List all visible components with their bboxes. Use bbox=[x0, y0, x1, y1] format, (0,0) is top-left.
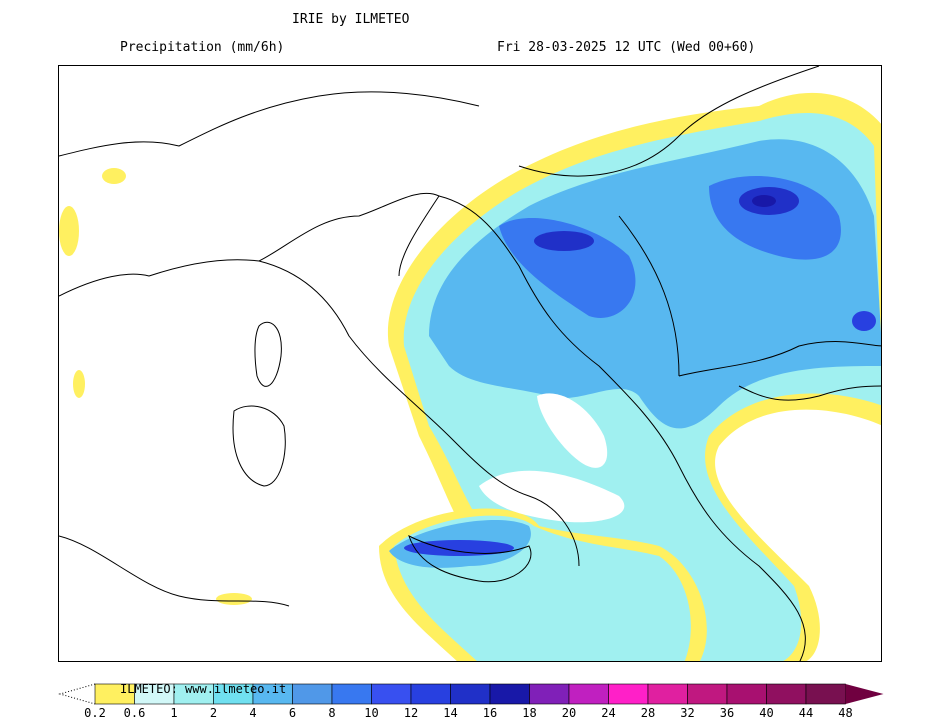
legend-swatch bbox=[568, 683, 609, 705]
legend-label: 6 bbox=[288, 706, 297, 720]
precip-field bbox=[59, 92, 881, 661]
precip-area-blue bbox=[499, 217, 636, 318]
precip-spot bbox=[102, 168, 126, 184]
legend-label: 36 bbox=[719, 706, 735, 720]
legend-label: 10 bbox=[364, 706, 379, 720]
legend-label: 14 bbox=[443, 706, 458, 720]
legend-swatch bbox=[805, 683, 846, 705]
precip-core bbox=[852, 311, 876, 331]
legend-swatch bbox=[292, 683, 333, 705]
legend-label: 0.6 bbox=[123, 706, 146, 720]
precip-spot bbox=[59, 206, 79, 256]
legend-swatch bbox=[450, 683, 491, 705]
legend-under-arrow bbox=[58, 683, 96, 705]
legend-swatch bbox=[608, 683, 649, 705]
legend-label: 4 bbox=[249, 706, 257, 720]
map-title: IRIE by ILMETEO bbox=[292, 12, 410, 27]
legend-label: 0.2 bbox=[84, 706, 106, 720]
dry-area bbox=[479, 470, 625, 523]
precip-core bbox=[404, 540, 514, 556]
precip-core bbox=[534, 231, 594, 251]
legend-swatch bbox=[647, 683, 688, 705]
precipitation-map bbox=[58, 65, 882, 662]
map-svg bbox=[59, 66, 881, 661]
legend-label: 48 bbox=[838, 706, 853, 720]
legend-swatch bbox=[489, 683, 530, 705]
precip-spot bbox=[73, 370, 85, 398]
legend-swatch bbox=[371, 683, 412, 705]
legend-swatch bbox=[726, 683, 767, 705]
legend-label: 24 bbox=[601, 706, 616, 720]
legend-label: 44 bbox=[798, 706, 814, 720]
precip-spot bbox=[216, 593, 252, 605]
legend-label: 12 bbox=[403, 706, 419, 720]
legend-label: 20 bbox=[561, 706, 577, 720]
legend-swatch bbox=[687, 683, 728, 705]
variable-label: Precipitation (mm/6h) bbox=[120, 40, 285, 55]
legend-over-arrow bbox=[845, 684, 884, 704]
legend-label: 28 bbox=[640, 706, 656, 720]
legend-label: 40 bbox=[759, 706, 774, 720]
legend-swatch bbox=[529, 683, 570, 705]
color-scale-legend bbox=[58, 683, 884, 705]
legend-label: 2 bbox=[209, 706, 218, 720]
legend-label: 8 bbox=[328, 706, 336, 720]
legend-label: 32 bbox=[680, 706, 695, 720]
legend-label: 1 bbox=[170, 706, 178, 720]
legend-swatch bbox=[331, 683, 372, 705]
precip-core bbox=[752, 195, 776, 207]
coastlines-borders bbox=[59, 66, 881, 661]
legend-label: 16 bbox=[482, 706, 498, 720]
watermark: ILMETEO: www.ilmeteo.it bbox=[120, 682, 287, 696]
dry-area bbox=[537, 393, 608, 468]
legend-swatch bbox=[410, 683, 451, 705]
legend-swatch bbox=[766, 683, 807, 705]
legend-label: 18 bbox=[522, 706, 537, 720]
valid-time-label: Fri 28-03-2025 12 UTC (Wed 00+60) bbox=[497, 40, 756, 55]
